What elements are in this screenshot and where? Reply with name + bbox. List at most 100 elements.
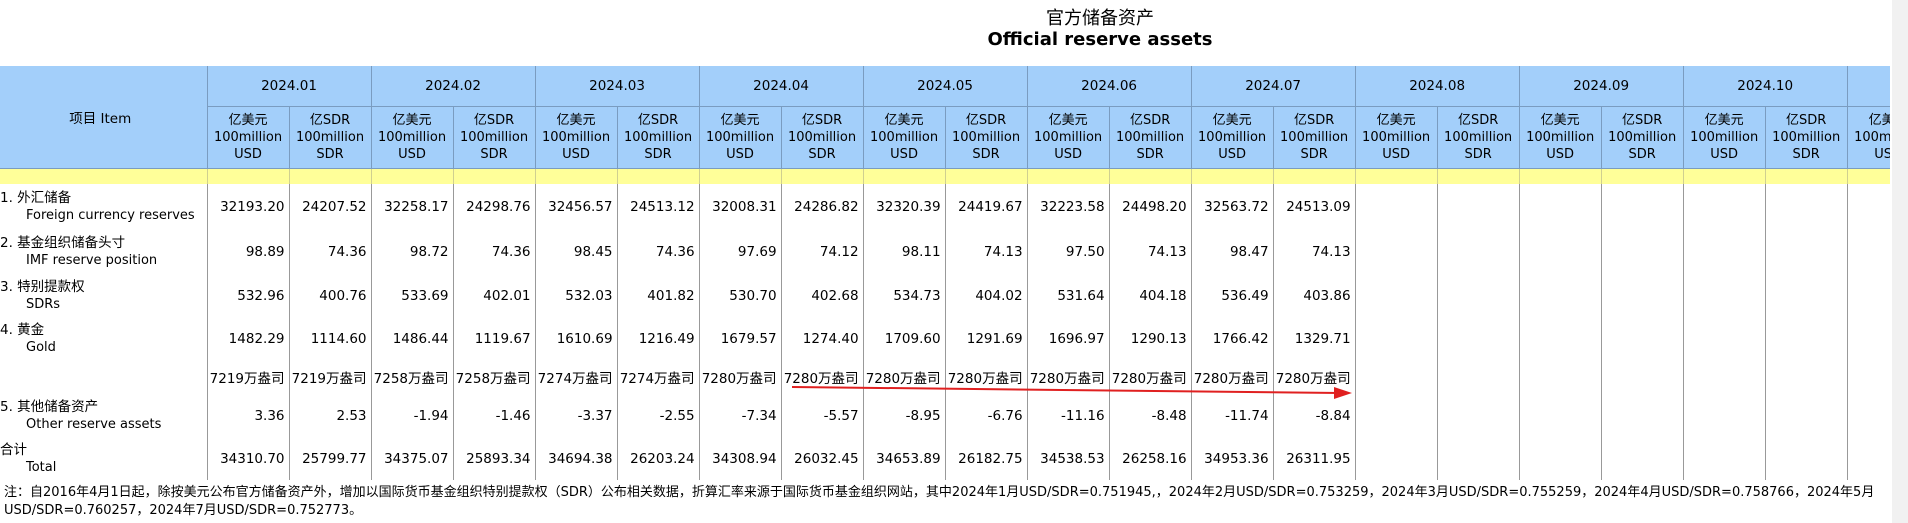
value-cell: 1486.44: [371, 317, 454, 361]
unit-line: 100million: [213, 129, 283, 145]
value-cell: 1329.71: [1273, 317, 1356, 361]
value-cell: 7258万盎司: [453, 360, 536, 394]
unit-line: 亿美元: [228, 112, 268, 128]
value-cell: 34694.38: [535, 437, 618, 480]
value-cell: 7274万盎司: [617, 360, 700, 394]
value-cell: 7219万盎司: [207, 360, 290, 394]
value-cell: 1709.60: [863, 317, 946, 361]
yellow-band: [0, 168, 1890, 184]
value-cell: 404.18: [1109, 273, 1192, 318]
value-cell: 1291.69: [945, 317, 1028, 361]
value-cell: [1437, 437, 1520, 480]
unit-line: 亿美元: [556, 112, 596, 128]
value-cell: -5.57: [781, 393, 864, 438]
value-cell: [1355, 273, 1438, 318]
value-cell: [1683, 229, 1766, 274]
data-row: 5. 其他储备资产 Other reserve assets 3.36 2.53 -1.…: [0, 393, 1890, 438]
band-cell: [207, 168, 290, 184]
value-cell: -1.46: [453, 393, 536, 438]
value-cell: 74.36: [617, 229, 700, 274]
unit-line: SDR: [1628, 146, 1656, 162]
value-cell: 26203.24: [617, 437, 700, 480]
unit-line: 亿SDR: [801, 112, 843, 128]
unit-line: USD: [1546, 146, 1575, 162]
value-cell: [1765, 360, 1848, 394]
unit-line: 亿SDR: [309, 112, 351, 128]
value-cell: 7258万盎司: [371, 360, 454, 394]
data-row: 3. 特别提款权 SDRs 532.96 400.76 533.69 402.01 532.…: [0, 273, 1890, 318]
value-cell: 34538.53: [1027, 437, 1110, 480]
value-cell: [1765, 437, 1848, 480]
label-cn: 4. 黄金: [0, 322, 45, 338]
value-cell: 26258.16: [1109, 437, 1192, 480]
value-cell: 32223.58: [1027, 183, 1110, 230]
value-cell: 7280万盎司: [1109, 360, 1192, 394]
unit-line: USD: [1218, 146, 1246, 162]
unit-line: 100million: [1690, 129, 1759, 145]
label-en: SDRs: [26, 296, 61, 312]
value-cell: 24498.20: [1109, 183, 1192, 230]
row-label: [0, 360, 208, 394]
value-cell: [1519, 317, 1602, 361]
band-cell: [289, 168, 372, 184]
value-cell: 32258.17: [371, 183, 454, 230]
unit-line: SDR: [316, 146, 344, 162]
unit-line: 100million: [1280, 129, 1349, 145]
value-cell: [1355, 183, 1438, 230]
value-cell: -11.74: [1191, 393, 1274, 438]
value-cell: [1683, 393, 1766, 438]
value-cell: 402.68: [781, 273, 864, 318]
data-row: 7219万盎司 7219万盎司 7258万盎司 7258万盎司 7274万盎司 7274万…: [0, 360, 1890, 394]
data-row: 合计 Total 34310.70 25799.77 34375.07 25893.34 3…: [0, 437, 1890, 480]
unit-line: 100million: [1526, 129, 1595, 145]
band-cell: [453, 168, 536, 184]
unit-line: 亿美元: [1048, 112, 1088, 128]
band-cell: [1519, 168, 1602, 184]
value-cell: 533.69: [371, 273, 454, 318]
band-cell: [1847, 168, 1890, 184]
band-cell: [699, 168, 782, 184]
row-label: 1. 外汇储备 Foreign currency reserves: [0, 183, 208, 230]
band-cell: [617, 168, 700, 184]
unit-line: 亿SDR: [1621, 112, 1663, 128]
header-row: 项目 Item 2024.01 2024.02 2024.03 2024.04 2024.…: [0, 66, 1890, 169]
band-cell: [781, 168, 864, 184]
value-cell: 98.47: [1191, 229, 1274, 274]
value-cell: [1847, 317, 1890, 361]
value-cell: 2.53: [289, 393, 372, 438]
month-header: 2024.07: [1191, 66, 1356, 107]
value-cell: [1847, 360, 1890, 394]
value-cell: [1437, 273, 1520, 318]
unit-line: USD: [1710, 146, 1739, 162]
band-cell: [1109, 168, 1192, 184]
value-cell: [1765, 393, 1848, 438]
unit-line: 亿美元: [720, 112, 760, 128]
unit-line: USD: [726, 146, 754, 162]
value-cell: 7280万盎司: [863, 360, 946, 394]
value-cell: [1437, 183, 1520, 230]
value-cell: [1683, 317, 1766, 361]
table-wrap: 项目 Item 2024.01 2024.02 2024.03 2024.04 2024.…: [0, 66, 1890, 480]
month-header: 2024.10: [1683, 66, 1848, 107]
value-cell: [1683, 360, 1766, 394]
value-cell: 536.49: [1191, 273, 1274, 318]
value-cell: 25893.34: [453, 437, 536, 480]
unit-line: 100million: [541, 129, 611, 145]
value-cell: 97.69: [699, 229, 782, 274]
value-cell: [1519, 437, 1602, 480]
item-header: 项目 Item: [0, 66, 208, 169]
month-header: 2024.04: [699, 66, 864, 107]
value-cell: 24286.82: [781, 183, 864, 230]
value-cell: 34953.36: [1191, 437, 1274, 480]
unit-line: 100million: [623, 129, 693, 145]
month-header: 2024.01: [207, 66, 372, 107]
unit-line: USD: [562, 146, 590, 162]
value-cell: -1.94: [371, 393, 454, 438]
unit-line: 亿美元: [1704, 112, 1744, 128]
value-cell: [1847, 437, 1890, 480]
value-cell: 24207.52: [289, 183, 372, 230]
